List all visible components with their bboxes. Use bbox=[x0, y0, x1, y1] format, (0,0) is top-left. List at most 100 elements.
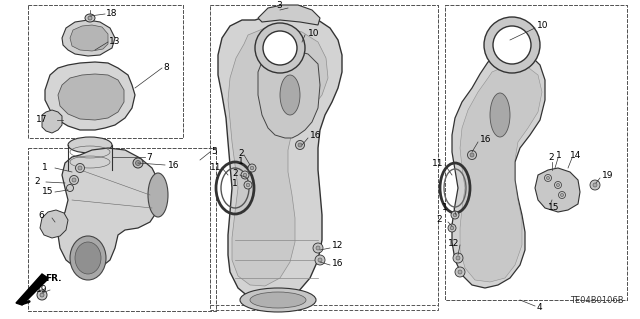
Polygon shape bbox=[58, 74, 124, 120]
Ellipse shape bbox=[448, 224, 456, 232]
Text: FR.: FR. bbox=[45, 274, 61, 283]
Ellipse shape bbox=[559, 191, 566, 198]
Ellipse shape bbox=[467, 151, 477, 160]
Text: TE04B0106B: TE04B0106B bbox=[570, 296, 623, 305]
Text: 11: 11 bbox=[210, 164, 221, 173]
Bar bbox=[210, 5, 438, 305]
Bar bbox=[28, 148, 216, 311]
Ellipse shape bbox=[246, 183, 250, 187]
Ellipse shape bbox=[133, 158, 143, 168]
Text: 3: 3 bbox=[276, 1, 282, 10]
Ellipse shape bbox=[318, 258, 322, 262]
Ellipse shape bbox=[68, 137, 112, 153]
Polygon shape bbox=[460, 65, 542, 282]
Ellipse shape bbox=[315, 255, 325, 265]
Bar bbox=[28, 148, 216, 311]
Text: 11: 11 bbox=[432, 159, 444, 167]
Text: 15: 15 bbox=[548, 204, 559, 212]
Circle shape bbox=[263, 31, 297, 65]
Ellipse shape bbox=[243, 173, 247, 177]
Text: 6: 6 bbox=[38, 211, 44, 220]
Polygon shape bbox=[535, 168, 580, 212]
Ellipse shape bbox=[545, 174, 552, 182]
Text: 1: 1 bbox=[442, 203, 448, 211]
Ellipse shape bbox=[298, 143, 302, 147]
Ellipse shape bbox=[78, 166, 82, 170]
Ellipse shape bbox=[88, 16, 92, 20]
Ellipse shape bbox=[296, 140, 305, 150]
Text: 16: 16 bbox=[480, 136, 492, 145]
Bar bbox=[445, 5, 627, 300]
Text: 2: 2 bbox=[238, 149, 244, 158]
Polygon shape bbox=[258, 5, 320, 25]
Text: 2: 2 bbox=[34, 177, 40, 187]
Text: 18: 18 bbox=[106, 10, 118, 19]
Text: 16: 16 bbox=[168, 160, 179, 169]
Ellipse shape bbox=[244, 181, 252, 189]
Text: 1: 1 bbox=[238, 158, 244, 167]
Text: 2: 2 bbox=[436, 216, 442, 225]
Text: 1: 1 bbox=[232, 179, 237, 188]
Ellipse shape bbox=[554, 182, 561, 189]
Text: 2: 2 bbox=[548, 153, 554, 162]
Polygon shape bbox=[218, 14, 342, 302]
Ellipse shape bbox=[37, 290, 47, 300]
Ellipse shape bbox=[248, 164, 256, 172]
Bar bbox=[210, 5, 438, 310]
Ellipse shape bbox=[70, 236, 106, 280]
Polygon shape bbox=[40, 210, 68, 238]
Text: 16: 16 bbox=[310, 131, 321, 140]
Ellipse shape bbox=[148, 173, 168, 217]
Polygon shape bbox=[45, 62, 135, 130]
Ellipse shape bbox=[76, 164, 84, 173]
Text: 12: 12 bbox=[448, 239, 460, 248]
Text: 1: 1 bbox=[42, 164, 48, 173]
Ellipse shape bbox=[280, 75, 300, 115]
Ellipse shape bbox=[458, 270, 462, 274]
Polygon shape bbox=[228, 27, 328, 286]
Polygon shape bbox=[452, 52, 545, 288]
Text: 10: 10 bbox=[308, 28, 319, 38]
Text: 19: 19 bbox=[36, 286, 47, 294]
Text: 5: 5 bbox=[211, 147, 217, 157]
Ellipse shape bbox=[453, 213, 457, 217]
Ellipse shape bbox=[451, 211, 459, 219]
Text: 1: 1 bbox=[556, 151, 562, 160]
Text: 2: 2 bbox=[232, 169, 237, 179]
Ellipse shape bbox=[455, 267, 465, 277]
Text: 13: 13 bbox=[109, 38, 120, 47]
Polygon shape bbox=[70, 25, 108, 51]
Ellipse shape bbox=[250, 292, 306, 308]
Circle shape bbox=[255, 23, 305, 73]
Ellipse shape bbox=[70, 175, 79, 184]
Polygon shape bbox=[258, 50, 320, 138]
Ellipse shape bbox=[450, 226, 454, 230]
Polygon shape bbox=[16, 274, 48, 305]
Ellipse shape bbox=[75, 242, 101, 274]
Ellipse shape bbox=[547, 176, 550, 180]
Text: 16: 16 bbox=[332, 259, 344, 269]
Ellipse shape bbox=[72, 178, 76, 182]
Ellipse shape bbox=[316, 246, 320, 250]
Text: 7: 7 bbox=[146, 152, 152, 161]
Ellipse shape bbox=[557, 183, 559, 187]
Ellipse shape bbox=[590, 180, 600, 190]
Ellipse shape bbox=[40, 293, 44, 297]
Ellipse shape bbox=[136, 160, 141, 166]
Ellipse shape bbox=[593, 183, 597, 187]
Text: 12: 12 bbox=[332, 241, 344, 250]
Text: 8: 8 bbox=[163, 63, 169, 72]
Ellipse shape bbox=[490, 93, 510, 137]
Polygon shape bbox=[58, 148, 160, 270]
Text: 15: 15 bbox=[42, 188, 54, 197]
Ellipse shape bbox=[85, 14, 95, 22]
Ellipse shape bbox=[453, 253, 463, 263]
Text: 10: 10 bbox=[537, 21, 548, 31]
Circle shape bbox=[493, 26, 531, 64]
Ellipse shape bbox=[313, 243, 323, 253]
Bar bbox=[445, 5, 627, 300]
Text: 4: 4 bbox=[537, 303, 543, 313]
Ellipse shape bbox=[68, 162, 112, 178]
Ellipse shape bbox=[240, 288, 316, 312]
Ellipse shape bbox=[561, 194, 563, 197]
